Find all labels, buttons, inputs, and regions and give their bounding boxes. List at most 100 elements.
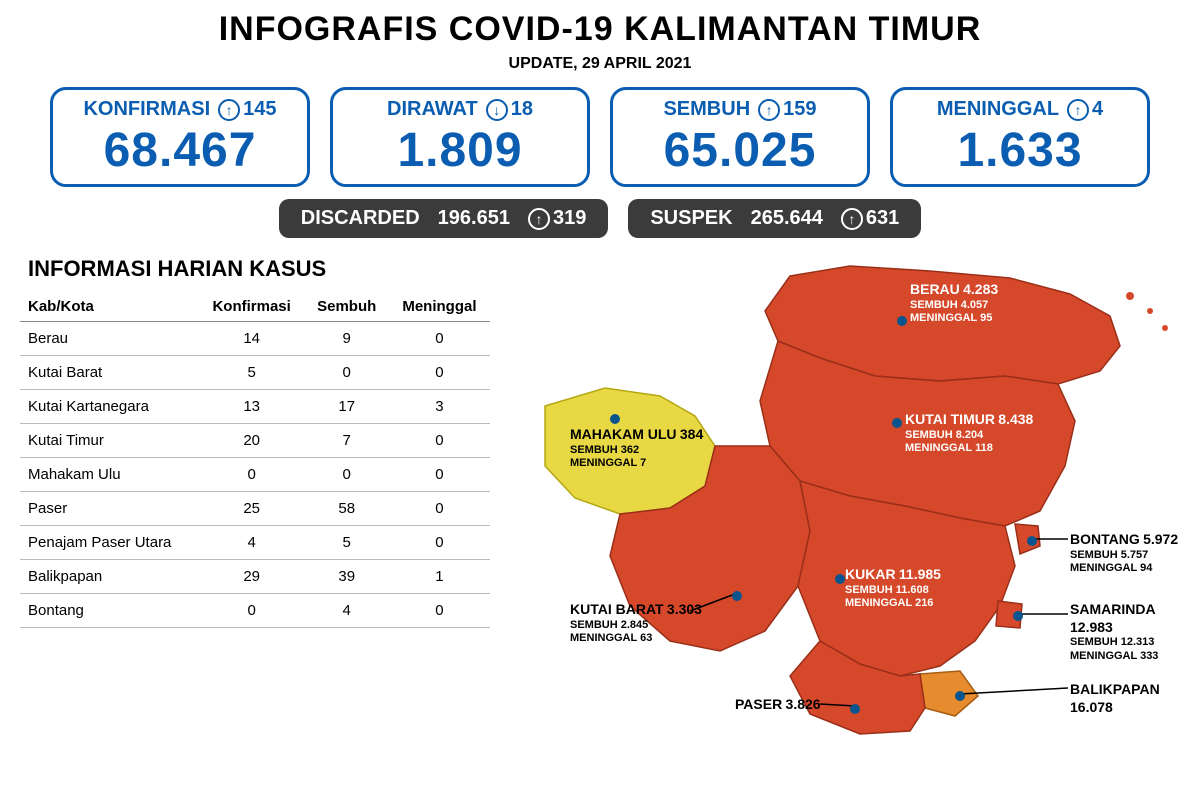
map-dot-icon <box>955 691 965 701</box>
stat-box-meninggal: MENINGGAL↑41.633 <box>890 87 1150 187</box>
sub-stat-label: DISCARDED <box>301 207 420 230</box>
table-row: Balikpapan29391 <box>20 560 490 594</box>
map-label-bontang: BONTANG 5.972SEMBUH 5.757MENINGGAL 94 <box>1070 531 1178 576</box>
value-cell: 20 <box>199 424 305 458</box>
value-cell: 58 <box>305 492 389 526</box>
sub-stat-row: DISCARDED196.651↑ 319SUSPEK265.644↑ 631 <box>20 199 1180 238</box>
daily-table-block: INFORMASI HARIAN KASUS Kab/KotaKonfirmas… <box>20 256 490 736</box>
value-cell: 0 <box>199 458 305 492</box>
region-cell: Kutai Timur <box>20 424 199 458</box>
map-region-meninggal: MENINGGAL 94 <box>1070 562 1178 576</box>
islet-icon <box>1126 292 1134 300</box>
value-cell: 0 <box>199 594 305 628</box>
table-row: Paser25580 <box>20 492 490 526</box>
infographic-container: INFOGRAFIS COVID-19 KALIMANTAN TIMUR UPD… <box>0 0 1200 746</box>
stat-label: SEMBUH <box>663 98 750 121</box>
value-cell: 0 <box>305 458 389 492</box>
daily-cases-table: Kab/KotaKonfirmasiSembuhMeninggal Berau1… <box>20 292 490 628</box>
map-block: BERAU 4.283SEMBUH 4.057MENINGGAL 95KUTAI… <box>510 256 1180 736</box>
map-dot-icon <box>897 316 907 326</box>
value-cell: 0 <box>389 458 490 492</box>
map-dot-icon <box>850 704 860 714</box>
value-cell: 7 <box>305 424 389 458</box>
col-header: Kab/Kota <box>20 292 199 322</box>
table-row: Penajam Paser Utara450 <box>20 526 490 560</box>
map-dot-icon <box>610 414 620 424</box>
map-region-name: BALIKPAPAN <box>1070 681 1160 697</box>
map-region-total: 12.983 <box>1070 619 1113 635</box>
stat-box-dirawat: DIRAWAT ↓181.809 <box>330 87 590 187</box>
value-cell: 13 <box>199 390 305 424</box>
table-row: Berau1490 <box>20 322 490 356</box>
table-row: Kutai Barat500 <box>20 356 490 390</box>
map-region-meninggal: MENINGGAL 63 <box>570 632 702 646</box>
arrow-up-icon: ↑ <box>1067 99 1089 121</box>
value-cell: 5 <box>199 356 305 390</box>
value-cell: 0 <box>389 322 490 356</box>
map-region-total: 16.078 <box>1070 699 1113 715</box>
arrow-up-icon: ↑ <box>841 208 863 230</box>
map-region-meninggal: MENINGGAL 118 <box>905 442 1033 456</box>
map-dot-icon <box>892 418 902 428</box>
table-header-row: Kab/KotaKonfirmasiSembuhMeninggal <box>20 292 490 322</box>
table-title: INFORMASI HARIAN KASUS <box>20 256 490 282</box>
sub-stat-delta: ↑ 319 <box>528 207 586 230</box>
value-cell: 9 <box>305 322 389 356</box>
stat-delta: ↑4 <box>1067 98 1103 121</box>
map-dot-icon <box>1027 536 1037 546</box>
map-region-name: BONTANG <box>1070 531 1140 547</box>
map-region-sembuh: SEMBUH 362 <box>570 444 703 458</box>
sub-stat-discarded: DISCARDED 196.651 ↑ 319 <box>279 199 609 238</box>
map-region-sembuh: SEMBUH 11.608 <box>845 584 941 598</box>
region-cell: Penajam Paser Utara <box>20 526 199 560</box>
map-region-name: MAHAKAM ULU <box>570 426 677 442</box>
map-region-sembuh: SEMBUH 2.845 <box>570 619 702 633</box>
value-cell: 5 <box>305 526 389 560</box>
map-region-name: PASER <box>735 696 782 712</box>
stat-delta: ↓18 <box>486 98 533 121</box>
kaltim-map <box>510 256 1200 736</box>
region-cell: Paser <box>20 492 199 526</box>
stat-label: MENINGGAL <box>937 98 1059 121</box>
map-label-kutai-barat: KUTAI BARAT 3.303SEMBUH 2.845MENINGGAL 6… <box>570 601 702 646</box>
value-cell: 0 <box>389 594 490 628</box>
map-region-meninggal: MENINGGAL 7 <box>570 457 703 471</box>
arrow-up-icon: ↑ <box>528 208 550 230</box>
map-region-name: SAMARINDA <box>1070 601 1156 617</box>
value-cell: 0 <box>389 424 490 458</box>
map-region-name: KUKAR <box>845 566 896 582</box>
lower-section: INFORMASI HARIAN KASUS Kab/KotaKonfirmas… <box>20 256 1180 736</box>
map-region-meninggal: MENINGGAL 95 <box>910 312 998 326</box>
map-label-mahakam-ulu: MAHAKAM ULU 384SEMBUH 362MENINGGAL 7 <box>570 426 703 471</box>
stat-box-sembuh: SEMBUH↑15965.025 <box>610 87 870 187</box>
map-region-sembuh: SEMBUH 8.204 <box>905 429 1033 443</box>
value-cell: 0 <box>389 526 490 560</box>
map-dot-icon <box>1013 611 1023 621</box>
value-cell: 39 <box>305 560 389 594</box>
region-cell: Mahakam Ulu <box>20 458 199 492</box>
col-header: Meninggal <box>389 292 490 322</box>
value-cell: 17 <box>305 390 389 424</box>
value-cell: 4 <box>199 526 305 560</box>
map-region-meninggal: MENINGGAL 333 <box>1070 650 1180 664</box>
col-header: Sembuh <box>305 292 389 322</box>
stat-box-konfirmasi: KONFIRMASI↑14568.467 <box>50 87 310 187</box>
map-label-paser: PASER 3.826 <box>735 696 821 714</box>
value-cell: 1 <box>389 560 490 594</box>
map-label-kukar: KUKAR 11.985SEMBUH 11.608MENINGGAL 216 <box>845 566 941 611</box>
map-region-name: KUTAI TIMUR <box>905 411 995 427</box>
page-title: INFOGRAFIS COVID-19 KALIMANTAN TIMUR <box>20 10 1180 49</box>
region-cell: Bontang <box>20 594 199 628</box>
islet-icon <box>1147 308 1153 314</box>
value-cell: 0 <box>389 492 490 526</box>
stat-label: DIRAWAT <box>387 98 478 121</box>
sub-stat-value: 196.651 <box>438 207 510 230</box>
islet-icon <box>1162 325 1168 331</box>
arrow-up-icon: ↑ <box>218 99 240 121</box>
stat-value: 1.809 <box>351 123 569 178</box>
map-region-sembuh: SEMBUH 12.313 <box>1070 636 1180 650</box>
stat-delta: ↑159 <box>758 98 816 121</box>
update-date: UPDATE, 29 APRIL 2021 <box>20 55 1180 73</box>
value-cell: 25 <box>199 492 305 526</box>
col-header: Konfirmasi <box>199 292 305 322</box>
